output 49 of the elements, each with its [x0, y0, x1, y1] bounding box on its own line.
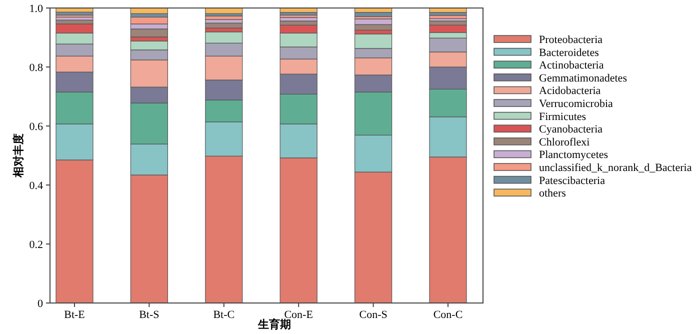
legend-label: Planctomycetes: [539, 149, 608, 162]
bar: [429, 66, 467, 90]
bar: [429, 15, 467, 19]
y-tick-label: 0.8: [29, 62, 44, 74]
x-tick-label: Con-S: [359, 309, 388, 321]
bar: [280, 74, 318, 94]
legend-label: Actinobacteria: [539, 60, 604, 72]
y-tick-label: 1.0: [29, 3, 44, 15]
x-tick-label: Con-C: [433, 309, 463, 321]
bar: [130, 40, 168, 50]
bar: [280, 32, 318, 48]
bar: [205, 122, 243, 156]
legend-label: Cyanobacteria: [539, 124, 603, 136]
bar: [130, 86, 168, 104]
bar: [280, 8, 318, 13]
legend-label: Chloroflexi: [539, 136, 590, 148]
legend-label: unclassified_k_norank_d_Bacteria: [539, 162, 692, 174]
y-tick-label: 0.6: [29, 121, 44, 133]
legend-label: Firmicutes: [539, 110, 586, 123]
bar: [354, 34, 392, 49]
bar: [429, 116, 467, 158]
legend-label: Verrucomicrobia: [539, 98, 614, 110]
x-tick-label: Bt-C: [213, 309, 235, 321]
bar: [429, 32, 467, 38]
x-tick-label: Bt-S: [139, 309, 160, 321]
bar: [354, 8, 392, 13]
y-tick-label: 0.4: [29, 180, 44, 192]
x-tick-label: Bt-E: [64, 309, 86, 321]
bar: [56, 32, 94, 44]
x-axis-title: 生育期: [257, 318, 291, 331]
bar: [205, 80, 243, 100]
bar: [280, 124, 318, 158]
y-tick-label: 0.2: [29, 239, 43, 251]
bar: [56, 20, 94, 24]
legend-label: Gemmatimonadetes: [539, 72, 627, 84]
y-axis-title: 相对丰度: [12, 134, 25, 178]
y-tick-label: 0: [38, 298, 44, 310]
bar: [354, 18, 392, 25]
bar: [354, 134, 392, 172]
bar: [130, 144, 168, 176]
legend-label: Proteobacteria: [539, 34, 603, 46]
bar: [205, 32, 243, 44]
bar: [354, 74, 392, 92]
legend-label: Bacteroidetes: [539, 46, 599, 59]
bar: [56, 72, 94, 92]
bar: [56, 124, 94, 160]
legend-label: Patescibacteria: [539, 174, 606, 187]
legend-label: Acidobacteria: [539, 85, 601, 98]
legend-label: others: [539, 188, 566, 200]
